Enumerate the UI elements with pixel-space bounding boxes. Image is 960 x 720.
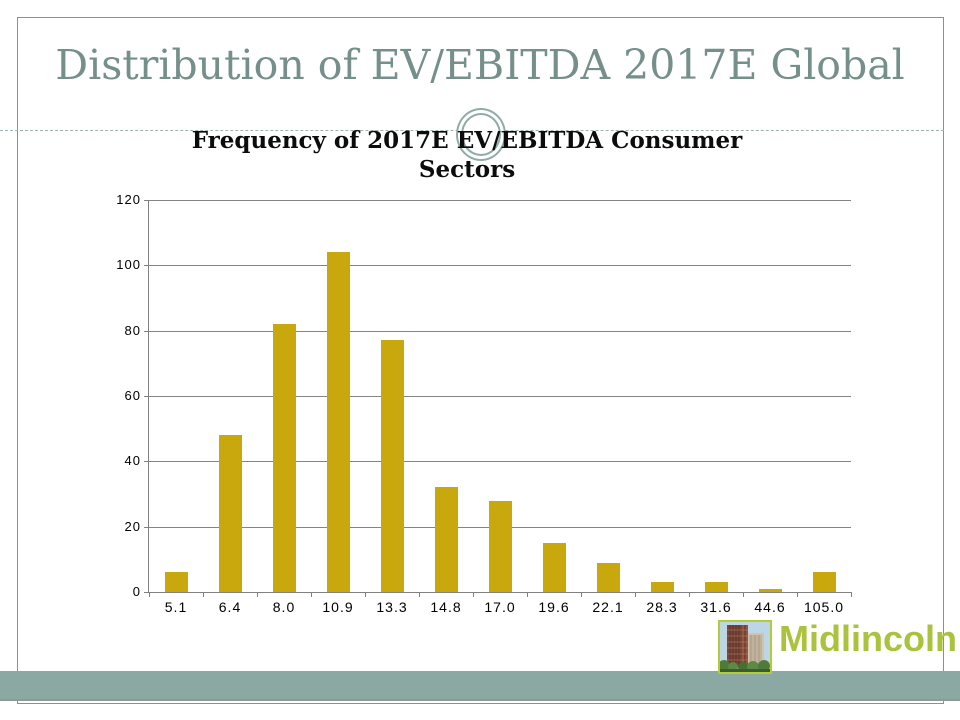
y-axis-tick: [144, 527, 149, 528]
logo: [718, 620, 772, 674]
slide-border: [17, 17, 944, 704]
page-title: Distribution of EV/EBITDA 2017E Global: [55, 41, 905, 89]
bar: [489, 501, 512, 592]
gridline: [149, 396, 851, 397]
y-axis-label: 80: [124, 323, 141, 338]
x-axis-tick: [419, 592, 420, 597]
x-axis-tick: [365, 592, 366, 597]
y-axis-label: 20: [124, 519, 141, 534]
x-axis-label: 5.1: [164, 599, 188, 615]
x-axis-label: 44.6: [754, 599, 786, 615]
brand-name: Midlincoln: [779, 618, 957, 659]
y-axis-label: 0: [132, 584, 141, 599]
bar: [597, 563, 620, 592]
bar: [327, 252, 350, 592]
x-axis-tick: [257, 592, 258, 597]
y-axis-tick: [144, 200, 149, 201]
x-axis-tick: [149, 592, 150, 597]
footer-band: [0, 671, 960, 701]
x-axis-tick: [311, 592, 312, 597]
x-axis-label: 13.3: [376, 599, 408, 615]
bar: [219, 435, 242, 592]
x-axis-tick: [635, 592, 636, 597]
bar: [543, 543, 566, 592]
bar: [705, 582, 728, 592]
x-axis-tick: [203, 592, 204, 597]
x-axis-label: 19.6: [538, 599, 570, 615]
x-axis-label: 28.3: [646, 599, 678, 615]
circle-ornament-icon: [456, 108, 506, 161]
bar: [651, 582, 674, 592]
x-axis-label: 22.1: [592, 599, 624, 615]
gridline: [149, 200, 851, 201]
bar: [273, 324, 296, 592]
y-axis-label: 120: [116, 192, 141, 207]
bar: [165, 572, 188, 592]
chart-title-line1: Frequency of 2017E EV/EBITDA Consumer: [191, 127, 743, 154]
x-axis-label: 10.9: [322, 599, 354, 615]
x-axis-tick: [527, 592, 528, 597]
y-axis-tick: [144, 592, 149, 593]
x-axis-tick: [473, 592, 474, 597]
bar: [759, 589, 782, 592]
gridline: [149, 331, 851, 332]
x-axis-tick: [581, 592, 582, 597]
circle-ornament-inner: [461, 113, 501, 156]
y-axis-tick: [144, 396, 149, 397]
y-axis-label: 100: [116, 257, 141, 272]
chart-title-line2: Sectors: [418, 156, 516, 183]
x-axis-tick: [743, 592, 744, 597]
chart-title: Frequency of 2017E EV/EBITDA Consumer Se…: [187, 126, 747, 184]
y-axis-label: 60: [124, 388, 141, 403]
y-axis-tick: [144, 265, 149, 266]
y-axis-label: 40: [124, 453, 141, 468]
x-axis-label: 8.0: [272, 599, 296, 615]
y-axis-tick: [144, 331, 149, 332]
x-axis-label: 17.0: [484, 599, 516, 615]
plot-area: 0 20 40 60 80 100 120 5.1 6.4 8.0 10.9 13.3 14.8 17.0…: [116, 192, 852, 615]
bar: [381, 340, 404, 592]
x-axis-label: 14.8: [430, 599, 462, 615]
x-axis-label: 105.0: [803, 599, 845, 615]
gridline: [149, 461, 851, 462]
bar: [813, 572, 836, 592]
x-axis-tick: [689, 592, 690, 597]
x-axis-label: 6.4: [218, 599, 242, 615]
building-icon: [720, 622, 770, 672]
bar: [435, 487, 458, 592]
y-axis-tick: [144, 461, 149, 462]
gridline: [149, 265, 851, 266]
x-axis-tick: [797, 592, 798, 597]
x-axis-label: 31.6: [700, 599, 732, 615]
x-axis-tick: [851, 592, 852, 597]
